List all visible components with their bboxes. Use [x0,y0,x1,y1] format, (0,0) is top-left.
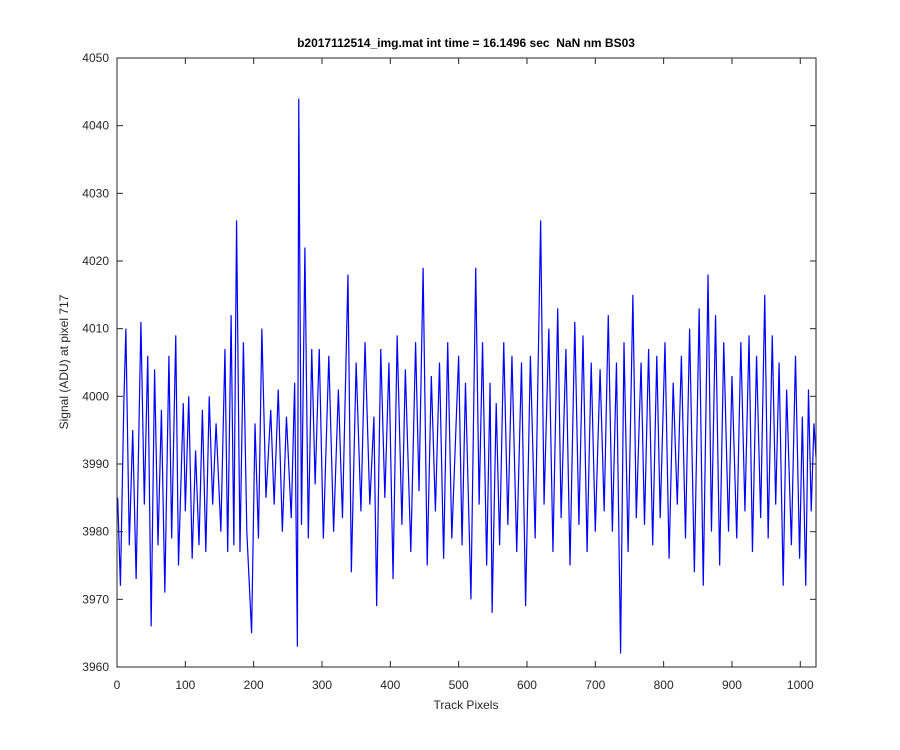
y-tick-label: 4050 [82,51,109,65]
x-tick-label: 700 [585,678,605,692]
axes-box [116,57,817,668]
chart-title: b2017112514_img.mat int time = 16.1496 s… [297,36,635,50]
y-tick-label: 4000 [82,389,109,403]
y-axis-label: Signal (ADU) at pixel 717 [57,294,71,429]
x-tick-label: 1000 [787,678,814,692]
x-tick-label: 200 [244,678,264,692]
x-tick-label: 300 [312,678,332,692]
x-tick-label: 0 [114,678,121,692]
y-tick-label: 4010 [82,322,109,336]
y-tick-label: 4030 [82,186,109,200]
y-tick-label: 4020 [82,254,109,268]
x-tick-label: 100 [175,678,195,692]
x-axis-label: Track Pixels [434,698,499,712]
y-tick-label: 3970 [82,592,109,606]
x-tick-label: 600 [517,678,537,692]
y-tick-label: 3960 [82,660,109,674]
x-tick-label: 900 [722,678,742,692]
x-tick-label: 400 [380,678,400,692]
x-tick-label: 500 [449,678,469,692]
y-tick-label: 3980 [82,525,109,539]
x-tick-label: 800 [654,678,674,692]
data-line [117,98,817,654]
y-tick-label: 3990 [82,457,109,471]
y-tick-label: 4040 [82,119,109,133]
